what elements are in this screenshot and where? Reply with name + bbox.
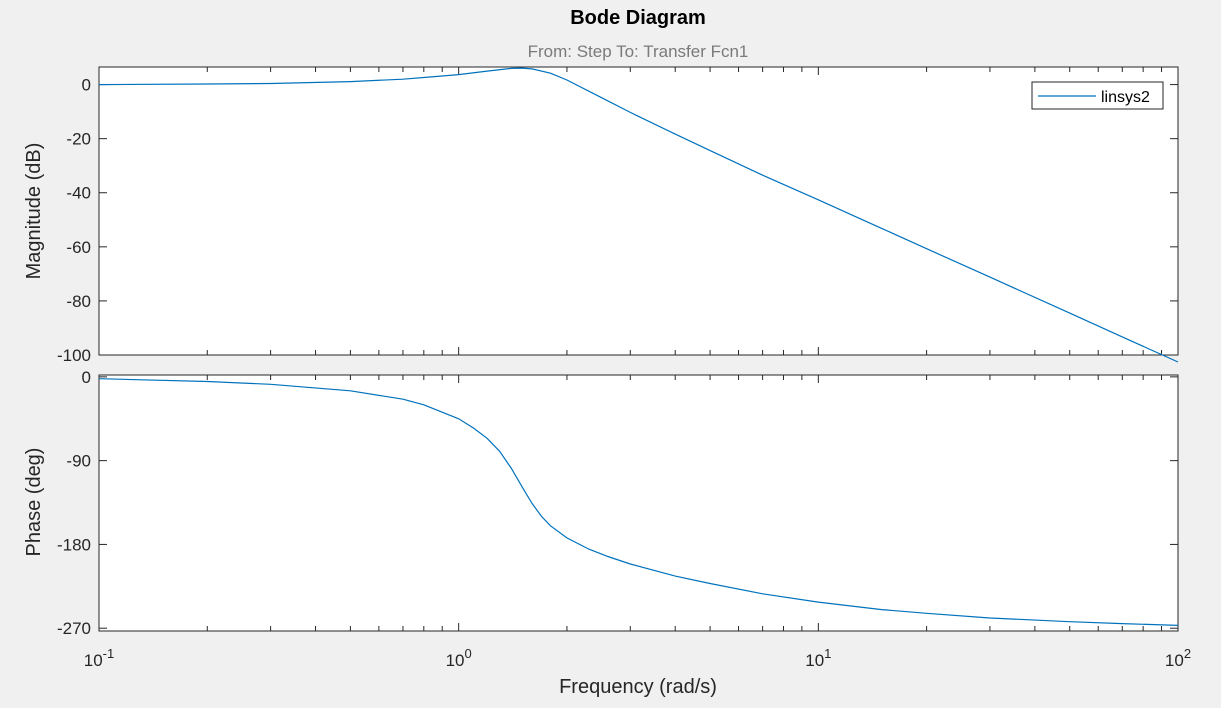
magnitude-series-linsys2 xyxy=(98,67,1179,363)
phase-y-tick-label: 0 xyxy=(82,368,91,387)
magnitude-y-tick-label: -20 xyxy=(66,130,91,149)
phase-y-tick-label: -270 xyxy=(57,619,91,638)
x-tick-label: 101 xyxy=(805,646,831,670)
magnitude-y-axis-label: Magnitude (dB) xyxy=(23,143,45,280)
x-axis-label: Frequency (rad/s) xyxy=(559,676,717,698)
x-tick-label: 102 xyxy=(1165,646,1191,670)
magnitude-axes: 0 -20 -40 -60 -80 -100 xyxy=(57,66,1179,365)
magnitude-y-tick-label: -100 xyxy=(57,346,91,365)
phase-y-tick-label: -90 xyxy=(66,452,91,471)
legend-entry-linsys2: linsys2 xyxy=(1101,89,1150,106)
legend[interactable]: linsys2 xyxy=(1031,81,1164,110)
magnitude-plot-area xyxy=(98,66,1179,356)
phase-axes: 0 -90 -180 -270 xyxy=(57,368,1179,638)
x-tick-labels: 10-1 100 101 102 xyxy=(84,646,1191,670)
x-tick-label: 10-1 xyxy=(84,646,114,670)
phase-y-axis-label: Phase (deg) xyxy=(23,448,45,557)
x-tick-label: 100 xyxy=(446,646,472,670)
magnitude-y-tick-label: 0 xyxy=(82,76,91,95)
phase-series-linsys2 xyxy=(98,378,1179,626)
chart-title: Bode Diagram xyxy=(570,7,706,29)
phase-plot-area xyxy=(98,374,1179,632)
phase-y-tick-label: -180 xyxy=(57,535,91,554)
chart-subtitle: From: Step To: Transfer Fcn1 xyxy=(528,42,749,61)
magnitude-y-tick-label: -80 xyxy=(66,292,91,311)
magnitude-y-tick-label: -40 xyxy=(66,184,91,203)
magnitude-y-tick-label: -60 xyxy=(66,238,91,257)
